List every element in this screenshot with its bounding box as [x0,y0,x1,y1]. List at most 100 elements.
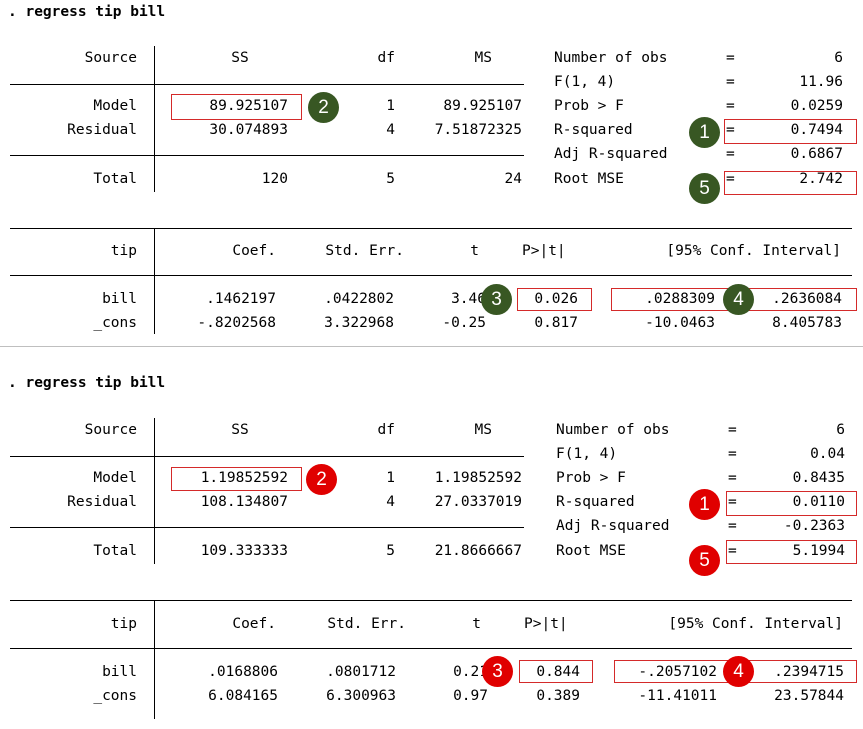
annotation-badge-5: 5 [689,545,720,576]
stat-label: Root MSE [556,543,626,559]
anova-vertical-rule [154,46,155,192]
highlight-box-root-mse [724,171,857,195]
anova-header-ms: MS [474,50,492,66]
anova-rule [10,84,524,85]
anova-df: 1 [386,470,395,486]
coef-t: 0.21 [453,664,488,680]
coef-p: 0.389 [536,688,580,704]
coef-rule [10,275,852,276]
coef-header-t: t [472,616,481,632]
anova-header-source: Source [84,50,137,66]
anova-ss: 108.134807 [200,494,288,510]
stat-value: -0.2363 [783,518,845,534]
coef-value: .1462197 [206,291,276,307]
coef-header-ci: [95% Conf. Interval] [668,616,843,632]
highlight-box-p-value [517,288,592,311]
anova-ms: 89.925107 [443,98,522,114]
anova-source: Model [93,470,137,486]
anova-ms: 21.8666667 [434,543,522,559]
coef-ci-high: 8.405783 [772,315,842,331]
highlight-box-model-ss [171,467,302,491]
anova-ms: 24 [504,171,522,187]
coef-se: 3.322968 [324,315,394,331]
stat-label: R-squared [554,122,633,138]
anova-header-df: df [377,50,395,66]
stat-value: 0.6867 [790,146,843,162]
stat-equals: = [728,518,737,534]
stat-label: Number of obs [556,422,670,438]
anova-ms: 1.19852592 [434,470,522,486]
coef-var: _cons [93,315,137,331]
stat-equals: = [726,122,735,138]
annotation-badge-1: 1 [689,117,720,148]
section-separator [0,346,863,347]
anova-source: Total [93,171,137,187]
coef-vertical-rule [154,229,155,334]
anova-header-ms: MS [474,422,492,438]
stat-value: 6 [834,50,843,66]
annotation-badge-5: 5 [689,173,720,204]
anova-ms: 27.0337019 [434,494,522,510]
coef-header-ci: [95% Conf. Interval] [666,243,841,259]
anova-source: Residual [67,122,137,138]
annotation-badge-2: 2 [306,464,337,495]
coef-ci-low: -11.41011 [638,688,717,704]
coef-ci-high: 23.57844 [774,688,844,704]
stat-equals: = [728,494,737,510]
anova-source: Model [93,98,137,114]
anova-ss: 109.333333 [200,543,288,559]
stat-value: 2.742 [799,171,843,187]
coef-se: .0801712 [326,664,396,680]
annotation-badge-1: 1 [689,489,720,520]
anova-rule [10,527,524,528]
coef-t: 3.46 [451,291,486,307]
stat-label: Number of obs [554,50,668,66]
coef-p: 0.844 [536,664,580,680]
stat-equals: = [726,74,735,90]
annotation-badge-4: 4 [723,284,754,315]
anova-df: 4 [386,122,395,138]
anova-ss: 120 [261,171,288,187]
stat-equals: = [728,470,737,486]
highlight-box-root-mse [726,540,857,564]
coef-rule [10,228,852,229]
coef-rule [10,648,852,649]
stat-value: 11.96 [799,74,843,90]
coef-p: 0.026 [534,291,578,307]
anova-ss: 1.19852592 [200,470,288,486]
annotation-badge-4: 4 [723,656,754,687]
coef-t: -0.25 [442,315,486,331]
command-line: . regress tip bill [8,4,166,20]
stat-equals: = [728,422,737,438]
stat-value: 0.0110 [792,494,845,510]
stat-label: Adj R-squared [556,518,670,534]
coef-ci-low: -.2057102 [638,664,717,680]
stat-label: Prob > F [556,470,626,486]
coef-header-coef: Coef. [232,616,276,632]
anova-rule [10,155,524,156]
coef-header-var: tip [110,243,137,259]
anova-source: Total [93,543,137,559]
stat-label: F(1, 4) [554,74,616,90]
anova-header-df: df [377,422,395,438]
coef-var: bill [102,664,137,680]
stat-value: 5.1994 [792,543,845,559]
annotation-badge-3: 3 [482,656,513,687]
stat-equals: = [726,146,735,162]
coef-value: -.8202568 [197,315,276,331]
stat-value: 0.8435 [792,470,845,486]
stat-equals: = [726,171,735,187]
coef-se: .0422802 [324,291,394,307]
anova-df: 5 [386,543,395,559]
stat-value: 0.0259 [790,98,843,114]
coef-header-t: t [470,243,479,259]
coef-var: _cons [93,688,137,704]
anova-rule [10,456,524,457]
coef-vertical-rule [154,601,155,719]
stat-equals: = [728,543,737,559]
coef-header-var: tip [110,616,137,632]
anova-df: 4 [386,494,395,510]
coef-ci-high: .2636084 [772,291,842,307]
stat-label: Prob > F [554,98,624,114]
anova-header-ss: SS [231,50,249,66]
